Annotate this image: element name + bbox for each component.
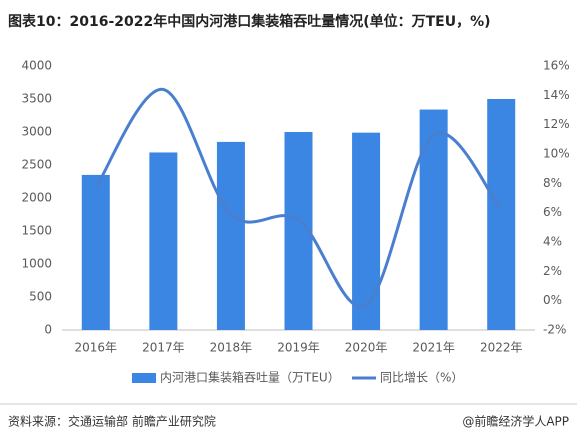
y2-tick-label: 14% [543,88,570,102]
y2-tick-label: 4% [543,235,562,249]
credit: @前瞻经济学人APP [462,414,569,429]
y-tick-label: 500 [29,290,52,304]
y-tick-label: 0 [44,323,52,337]
x-tick-label: 2018年 [210,341,253,355]
legend-label: 内河港口集装箱吞吐量（万TEU） [160,370,340,385]
y2-tick-label: 6% [543,205,562,219]
legend-swatch [132,373,156,383]
legend-label: 同比增长（%） [380,371,463,385]
y-tick-label: 1000 [21,257,52,271]
y2-tick-label: 0% [543,293,562,307]
y-tick-label: 3500 [21,92,52,106]
x-tick-label: 2017年 [142,341,185,355]
y2-tick-label: 16% [543,59,570,73]
y-tick-label: 2500 [21,158,52,172]
x-tick-label: 2021年 [412,341,455,355]
bar [216,141,245,330]
bar [352,132,381,330]
x-tick-label: 2016年 [75,341,118,355]
y-tick-label: 4000 [21,59,52,73]
y-tick-label: 2000 [21,191,52,205]
y-tick-label: 3000 [21,125,52,139]
x-tick-label: 2022年 [480,341,523,355]
y-tick-label: 1500 [21,224,52,238]
y2-tick-label: 2% [543,264,562,278]
y2-tick-label: 12% [543,117,570,131]
x-tick-label: 2020年 [345,341,388,355]
y2-tick-label: 10% [543,147,570,161]
y2-tick-label: 8% [543,176,562,190]
line [94,87,503,309]
x-tick-label: 2019年 [277,341,320,355]
bar [149,152,178,330]
chart-title: 图表10：2016-2022年中国内河港口集装箱吞吐量情况(单位：万TEU，%) [8,13,491,30]
y2-tick-label: -2% [543,323,566,337]
source: 资料来源：交通运输部 前瞻产业研究院 [8,414,216,429]
bar [487,99,516,330]
bar [419,109,448,330]
bar [81,174,110,330]
